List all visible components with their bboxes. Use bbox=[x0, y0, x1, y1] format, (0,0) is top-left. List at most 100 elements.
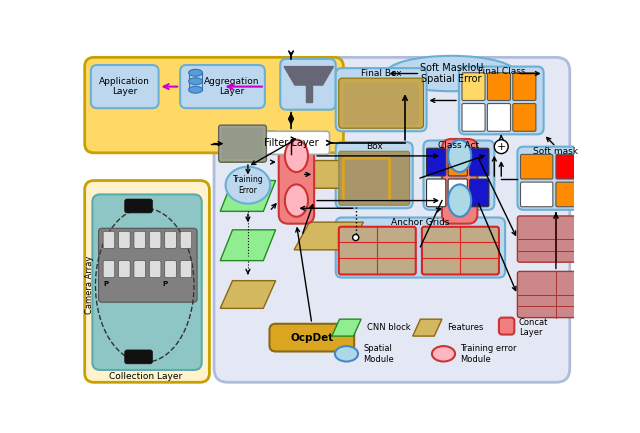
FancyBboxPatch shape bbox=[556, 182, 588, 207]
FancyBboxPatch shape bbox=[253, 131, 330, 155]
FancyBboxPatch shape bbox=[499, 318, 515, 335]
Polygon shape bbox=[220, 131, 276, 162]
FancyBboxPatch shape bbox=[448, 179, 467, 207]
FancyBboxPatch shape bbox=[339, 151, 410, 205]
Text: Application
Layer: Application Layer bbox=[99, 77, 150, 96]
FancyBboxPatch shape bbox=[336, 68, 427, 131]
FancyBboxPatch shape bbox=[488, 103, 511, 131]
FancyBboxPatch shape bbox=[424, 141, 494, 210]
FancyBboxPatch shape bbox=[556, 155, 588, 179]
FancyBboxPatch shape bbox=[427, 148, 446, 176]
FancyBboxPatch shape bbox=[470, 179, 489, 207]
Ellipse shape bbox=[189, 86, 202, 93]
Text: Soft MaskIoU
Spatial Error: Soft MaskIoU Spatial Error bbox=[419, 63, 483, 84]
FancyBboxPatch shape bbox=[84, 181, 209, 382]
Ellipse shape bbox=[335, 346, 358, 362]
Polygon shape bbox=[306, 85, 312, 102]
Text: Final Box: Final Box bbox=[361, 69, 401, 78]
Polygon shape bbox=[294, 222, 364, 250]
FancyBboxPatch shape bbox=[149, 231, 161, 248]
FancyBboxPatch shape bbox=[134, 231, 145, 248]
FancyBboxPatch shape bbox=[164, 231, 176, 248]
Text: Training error
Module: Training error Module bbox=[460, 344, 517, 363]
FancyBboxPatch shape bbox=[422, 227, 499, 275]
FancyBboxPatch shape bbox=[164, 261, 176, 278]
Ellipse shape bbox=[285, 184, 308, 217]
FancyBboxPatch shape bbox=[180, 65, 265, 108]
Text: Camera Array: Camera Array bbox=[84, 256, 94, 314]
Ellipse shape bbox=[189, 69, 202, 76]
Ellipse shape bbox=[448, 184, 471, 217]
FancyBboxPatch shape bbox=[219, 125, 266, 162]
Ellipse shape bbox=[189, 78, 202, 85]
FancyBboxPatch shape bbox=[459, 67, 543, 134]
FancyBboxPatch shape bbox=[118, 261, 130, 278]
Text: Class Act: Class Act bbox=[438, 141, 479, 150]
Ellipse shape bbox=[285, 140, 308, 172]
Polygon shape bbox=[413, 319, 442, 336]
FancyBboxPatch shape bbox=[149, 261, 161, 278]
FancyBboxPatch shape bbox=[339, 227, 416, 275]
FancyBboxPatch shape bbox=[339, 78, 424, 128]
FancyBboxPatch shape bbox=[517, 147, 595, 210]
Polygon shape bbox=[332, 319, 361, 336]
FancyBboxPatch shape bbox=[125, 350, 152, 364]
FancyBboxPatch shape bbox=[125, 199, 152, 213]
FancyBboxPatch shape bbox=[513, 73, 536, 100]
Polygon shape bbox=[284, 67, 333, 85]
FancyBboxPatch shape bbox=[336, 142, 413, 208]
FancyBboxPatch shape bbox=[103, 261, 115, 278]
Text: +: + bbox=[497, 142, 506, 152]
Text: Anchor Grids: Anchor Grids bbox=[391, 218, 450, 226]
Text: CNN block: CNN block bbox=[367, 323, 410, 332]
Text: Aggregation
Layer: Aggregation Layer bbox=[204, 77, 259, 96]
Text: Features: Features bbox=[447, 323, 484, 332]
Text: Box: Box bbox=[366, 142, 383, 151]
Ellipse shape bbox=[448, 140, 471, 172]
Text: Collection Layer: Collection Layer bbox=[109, 372, 182, 381]
Text: Soft mask: Soft mask bbox=[533, 147, 579, 156]
FancyBboxPatch shape bbox=[442, 139, 477, 224]
Text: Filter Layer: Filter Layer bbox=[264, 138, 318, 148]
FancyBboxPatch shape bbox=[517, 271, 595, 318]
FancyBboxPatch shape bbox=[103, 231, 115, 248]
Polygon shape bbox=[294, 161, 364, 188]
FancyBboxPatch shape bbox=[180, 231, 192, 248]
FancyBboxPatch shape bbox=[280, 59, 336, 110]
Ellipse shape bbox=[494, 140, 508, 154]
FancyBboxPatch shape bbox=[336, 217, 505, 278]
FancyBboxPatch shape bbox=[180, 261, 192, 278]
FancyBboxPatch shape bbox=[520, 182, 553, 207]
Polygon shape bbox=[220, 181, 276, 211]
FancyBboxPatch shape bbox=[462, 103, 485, 131]
Text: P: P bbox=[162, 281, 167, 287]
FancyBboxPatch shape bbox=[279, 139, 314, 224]
FancyBboxPatch shape bbox=[488, 73, 511, 100]
FancyBboxPatch shape bbox=[221, 128, 263, 159]
FancyBboxPatch shape bbox=[92, 194, 202, 370]
FancyBboxPatch shape bbox=[214, 57, 570, 382]
FancyBboxPatch shape bbox=[470, 148, 489, 176]
FancyBboxPatch shape bbox=[134, 261, 145, 278]
Ellipse shape bbox=[386, 56, 516, 91]
FancyBboxPatch shape bbox=[344, 83, 419, 125]
Ellipse shape bbox=[353, 234, 359, 241]
Text: Spatial
Module: Spatial Module bbox=[364, 344, 394, 363]
Text: OcpDet: OcpDet bbox=[290, 333, 333, 343]
FancyBboxPatch shape bbox=[513, 103, 536, 131]
FancyBboxPatch shape bbox=[99, 228, 197, 302]
Text: Final Class: Final Class bbox=[477, 67, 525, 76]
FancyBboxPatch shape bbox=[517, 216, 595, 262]
Text: Training
Error: Training Error bbox=[232, 175, 263, 195]
Polygon shape bbox=[220, 230, 276, 261]
Ellipse shape bbox=[225, 167, 270, 204]
FancyBboxPatch shape bbox=[269, 324, 354, 352]
Text: Concat
Layer: Concat Layer bbox=[519, 318, 548, 337]
FancyBboxPatch shape bbox=[520, 155, 553, 179]
Polygon shape bbox=[220, 281, 276, 308]
Text: P: P bbox=[104, 281, 109, 287]
FancyBboxPatch shape bbox=[448, 148, 467, 176]
FancyBboxPatch shape bbox=[118, 231, 130, 248]
FancyBboxPatch shape bbox=[427, 179, 446, 207]
FancyBboxPatch shape bbox=[462, 73, 485, 100]
